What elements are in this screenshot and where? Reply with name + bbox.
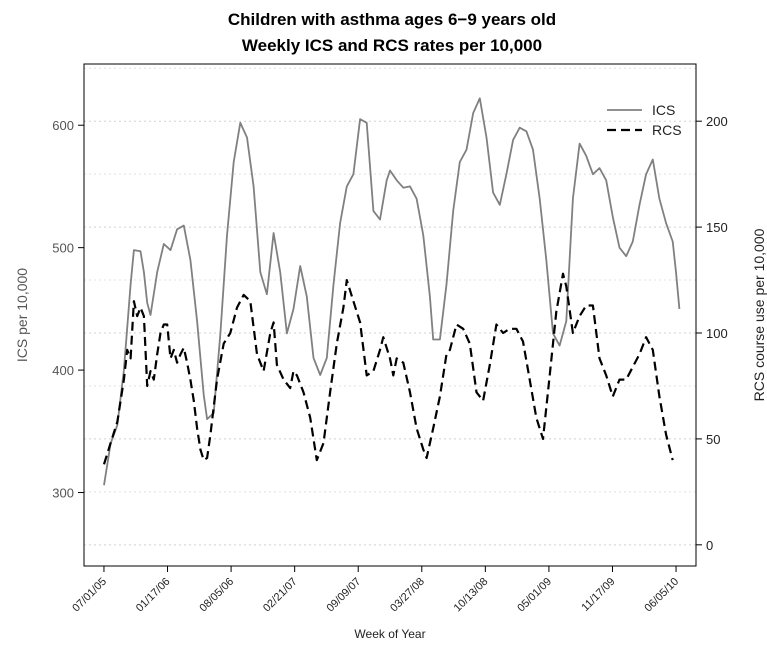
x-tick-label: 05/01/09 [515, 576, 554, 615]
plot-frame [83, 63, 697, 567]
y-axis-left-label: ICS per 10,000 [14, 268, 30, 362]
right-axis: 0 50 100 150 200 [696, 114, 728, 553]
x-tick-label: 03/27/08 [388, 576, 427, 615]
x-axis-label: Week of Year [354, 627, 425, 641]
x-tick-label: 06/05/10 [642, 576, 681, 615]
series-layer [102, 97, 681, 486]
grid [84, 67, 696, 546]
x-tick-label: 08/05/06 [197, 576, 236, 615]
x-tick-label: 11/17/09 [579, 576, 617, 614]
x-tick-label: 02/21/07 [261, 576, 300, 615]
right-tick-label: 50 [706, 432, 720, 447]
left-tick-label: 400 [52, 363, 74, 378]
legend: ICS RCS [607, 102, 682, 138]
series-line-rcs [102, 272, 674, 465]
x-tick-label: 10/13/08 [452, 576, 491, 615]
right-tick-label: 200 [706, 114, 728, 129]
chart-subtitle: Weekly ICS and RCS rates per 10,000 [242, 36, 542, 55]
right-tick-label: 150 [706, 220, 728, 235]
left-tick-label: 300 [52, 486, 74, 501]
x-tick-label: 09/09/07 [325, 576, 364, 615]
left-axis: 300 400 500 600 [52, 118, 84, 501]
left-tick-label: 500 [52, 241, 74, 256]
x-tick-label: 07/01/05 [70, 576, 109, 615]
right-tick-label: 0 [706, 538, 713, 553]
legend-rcs-label: RCS [652, 122, 682, 138]
legend-ics-label: ICS [652, 102, 675, 118]
left-tick-label: 600 [52, 118, 74, 133]
y-axis-right-label: RCS course use per 10,000 [751, 228, 767, 401]
right-tick-label: 100 [706, 326, 728, 341]
x-tick-label: 01/17/06 [134, 576, 173, 615]
chart-title: Children with asthma ages 6−9 years old [228, 10, 556, 29]
series-line-ics [103, 97, 681, 486]
x-axis: 07/01/05 01/17/06 08/05/06 02/21/07 09/09/07… [70, 566, 681, 614]
